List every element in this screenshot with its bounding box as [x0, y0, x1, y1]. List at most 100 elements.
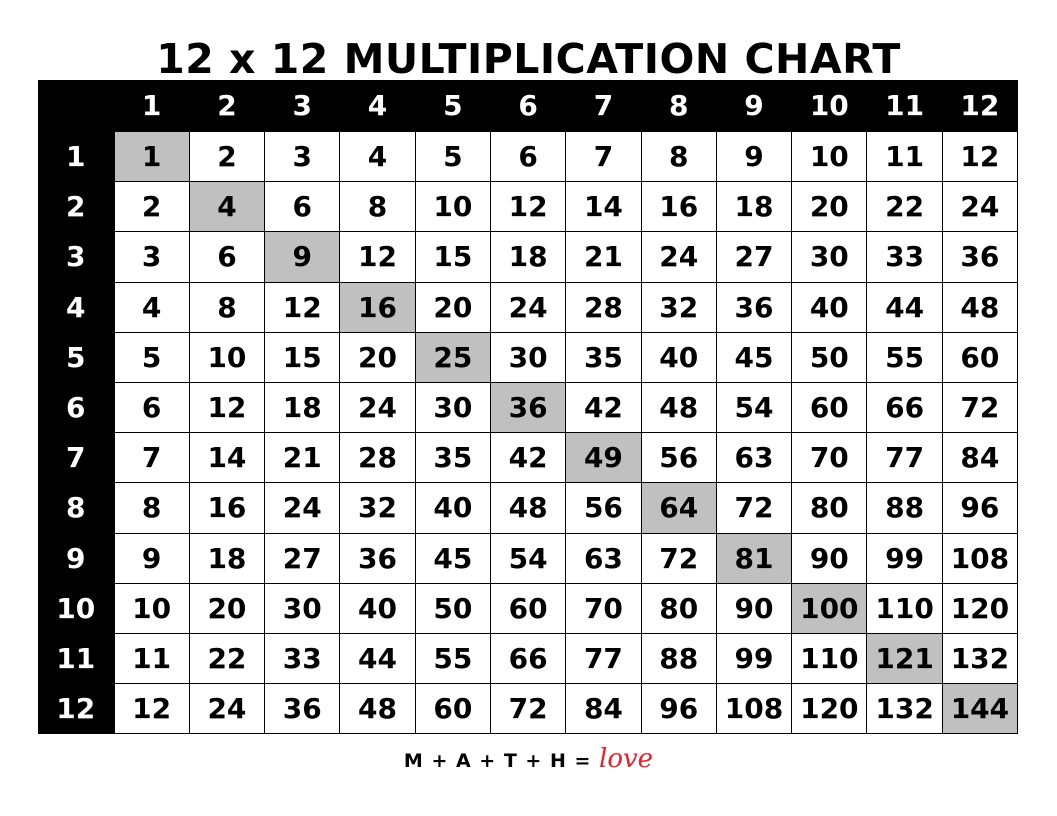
product-cell: 30 [489, 331, 567, 383]
product-cell: 2 [113, 181, 190, 233]
column-header: 1 [114, 80, 190, 132]
product-cell: 4 [339, 130, 416, 183]
product-cell: 72 [941, 381, 1019, 434]
product-cell: 96 [640, 683, 717, 735]
row-header: 2 [38, 181, 114, 232]
product-cell: 6 [113, 381, 190, 434]
product-cell: 108 [715, 683, 793, 735]
product-cell: 6 [489, 130, 567, 183]
product-cell: 18 [489, 231, 567, 283]
product-cell: 36 [339, 532, 416, 584]
product-cell: 12 [941, 130, 1019, 183]
product-cell: 48 [339, 683, 416, 735]
product-cell: 35 [565, 331, 642, 383]
product-cell: 2 [188, 130, 266, 183]
product-cell: 21 [565, 231, 642, 283]
product-cell: 7 [565, 130, 642, 183]
column-header: 9 [716, 80, 792, 132]
product-cell: 50 [414, 582, 491, 634]
product-cell: 50 [791, 331, 868, 383]
product-cell: 40 [640, 331, 717, 383]
product-cell: 16 [188, 482, 266, 534]
product-cell: 96 [941, 482, 1019, 534]
product-cell: 10 [791, 130, 868, 183]
product-cell: 7 [113, 432, 190, 484]
footer-text: M + A + T + H = [403, 750, 592, 772]
product-cell: 24 [640, 231, 717, 283]
product-cell: 70 [791, 432, 868, 484]
square-cell: 49 [565, 432, 642, 484]
column-header: 8 [641, 80, 717, 132]
product-cell: 24 [264, 482, 341, 534]
row-header: 10 [38, 583, 114, 634]
product-cell: 10 [113, 582, 190, 634]
product-cell: 90 [791, 532, 868, 584]
product-cell: 48 [941, 281, 1019, 333]
product-cell: 72 [489, 683, 567, 735]
row-header: 1 [38, 131, 114, 182]
product-cell: 36 [264, 683, 341, 735]
product-cell: 18 [188, 532, 266, 584]
product-cell: 10 [188, 331, 266, 383]
product-cell: 12 [489, 181, 567, 233]
column-header: 12 [942, 80, 1018, 132]
product-cell: 63 [565, 532, 642, 584]
square-cell: 144 [941, 683, 1019, 735]
product-cell: 22 [188, 632, 266, 685]
product-cell: 28 [565, 281, 642, 333]
product-cell: 44 [339, 632, 416, 685]
product-cell: 120 [941, 582, 1019, 634]
corner-cell [38, 80, 114, 132]
product-cell: 77 [565, 632, 642, 685]
row-header: 6 [38, 382, 114, 433]
product-cell: 24 [339, 381, 416, 434]
product-cell: 18 [715, 181, 793, 233]
product-cell: 60 [791, 381, 868, 434]
product-cell: 36 [941, 231, 1019, 283]
product-cell: 40 [414, 482, 491, 534]
product-cell: 20 [339, 331, 416, 383]
row-header: 12 [38, 683, 114, 734]
product-cell: 12 [339, 231, 416, 283]
header-row: 1 2 3 4 5 6 7 8 9 10 11 12 [38, 80, 1018, 132]
product-cell: 55 [414, 632, 491, 685]
column-header: 6 [490, 80, 566, 132]
product-cell: 99 [866, 532, 943, 584]
product-cell: 54 [489, 532, 567, 584]
column-header: 2 [189, 80, 265, 132]
product-cell: 8 [188, 281, 266, 333]
product-cell: 20 [188, 582, 266, 634]
column-header: 5 [415, 80, 491, 132]
row-header: 7 [38, 432, 114, 483]
product-cell: 132 [941, 632, 1019, 685]
product-cell: 33 [866, 231, 943, 283]
product-cell: 60 [941, 331, 1019, 383]
column-header: 11 [866, 80, 943, 132]
product-cell: 27 [264, 532, 341, 584]
product-cell: 88 [866, 482, 943, 534]
table-row: 10 10 20 30 40 50 60 70 80 90 100 110 120 [38, 582, 1019, 634]
product-cell: 9 [715, 130, 793, 183]
product-cell: 32 [640, 281, 717, 333]
product-cell: 55 [866, 331, 943, 383]
product-cell: 99 [715, 632, 793, 685]
product-cell: 5 [414, 130, 491, 183]
product-cell: 90 [715, 582, 793, 634]
row-header: 3 [38, 231, 114, 283]
product-cell: 132 [866, 683, 943, 735]
product-cell: 6 [188, 231, 266, 283]
product-cell: 27 [715, 231, 793, 283]
table-row: 6 6 12 18 24 30 36 42 48 54 60 66 72 [38, 381, 1019, 434]
product-cell: 44 [866, 281, 943, 333]
square-cell: 64 [640, 482, 717, 534]
product-cell: 72 [715, 482, 793, 534]
table-row: 7 7 14 21 28 35 42 49 56 63 70 77 84 [38, 432, 1019, 484]
product-cell: 40 [791, 281, 868, 333]
row-header: 9 [38, 533, 114, 584]
product-cell: 110 [791, 632, 868, 685]
square-cell: 25 [414, 331, 491, 383]
square-cell: 100 [791, 582, 868, 634]
product-cell: 45 [715, 331, 793, 383]
product-cell: 8 [640, 130, 717, 183]
product-cell: 11 [866, 130, 943, 183]
